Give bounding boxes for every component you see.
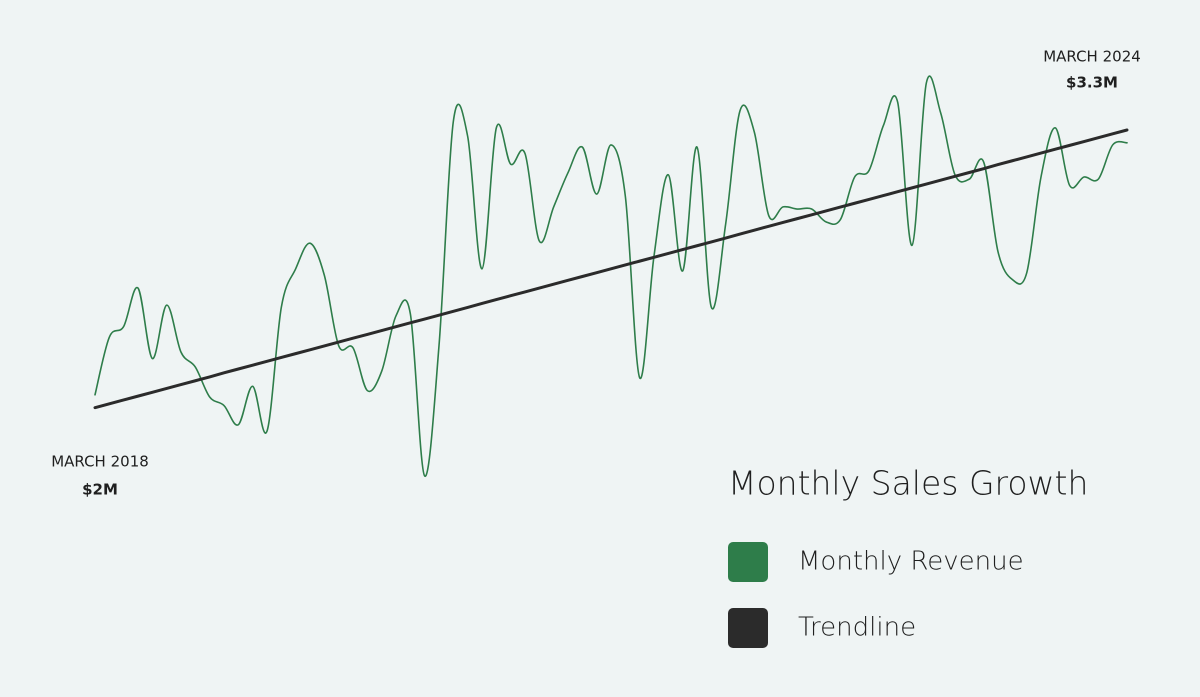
- legend-swatch: [728, 608, 768, 648]
- value-label: $2M: [82, 481, 118, 499]
- revenue-line: [94, 75, 1128, 477]
- trend-line: [93, 128, 1129, 410]
- legend-label: Trendline: [798, 613, 916, 643]
- value-label: $3.3M: [1066, 74, 1118, 92]
- legend-label: Monthly Revenue: [798, 547, 1024, 577]
- chart-title: Monthly Sales Growth: [728, 464, 1088, 503]
- x-annotation: MARCH 2018: [51, 453, 149, 471]
- legend-swatch: [728, 542, 768, 582]
- x-annotation: MARCH 2024: [1043, 48, 1141, 66]
